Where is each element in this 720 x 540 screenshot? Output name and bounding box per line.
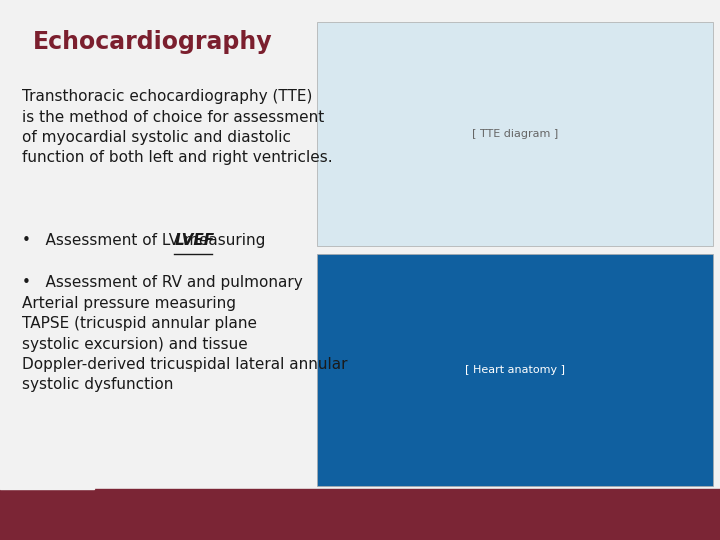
Text: Transthoracic echocardiography (TTE)
is the method of choice for assessment
of m: Transthoracic echocardiography (TTE) is … bbox=[22, 89, 332, 165]
Text: •   Assessment of LV measuring: • Assessment of LV measuring bbox=[22, 233, 270, 248]
Bar bbox=[317, 22, 713, 246]
Text: [ TTE diagram ]: [ TTE diagram ] bbox=[472, 129, 558, 139]
Text: LVEF: LVEF bbox=[174, 233, 215, 248]
Bar bbox=[0, 482, 94, 489]
Text: •   Assessment of RV and pulmonary
Arterial pressure measuring
TAPSE (tricuspid : • Assessment of RV and pulmonary Arteria… bbox=[22, 275, 347, 393]
Text: [ Heart anatomy ]: [ Heart anatomy ] bbox=[465, 365, 564, 375]
Bar bbox=[0, 489, 720, 540]
Bar bbox=[317, 254, 713, 486]
Text: Echocardiography: Echocardiography bbox=[32, 30, 272, 53]
